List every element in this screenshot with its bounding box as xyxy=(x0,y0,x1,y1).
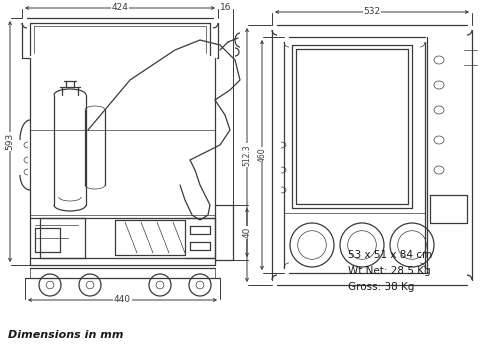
Text: 53 x 51 x 84 cm: 53 x 51 x 84 cm xyxy=(348,250,432,260)
Text: 460: 460 xyxy=(258,148,266,162)
Text: 532: 532 xyxy=(364,7,380,16)
Text: 440: 440 xyxy=(114,296,131,305)
Text: 512.3: 512.3 xyxy=(242,144,252,166)
Text: 593: 593 xyxy=(6,133,15,150)
Text: 16: 16 xyxy=(220,4,231,13)
Text: 40: 40 xyxy=(242,227,252,238)
Text: Gross: 38 Kg: Gross: 38 Kg xyxy=(348,282,414,292)
Text: 424: 424 xyxy=(112,4,128,13)
Text: Dimensions in mm: Dimensions in mm xyxy=(8,330,123,340)
Text: Wt Net: 28.5 Kg: Wt Net: 28.5 Kg xyxy=(348,266,430,276)
